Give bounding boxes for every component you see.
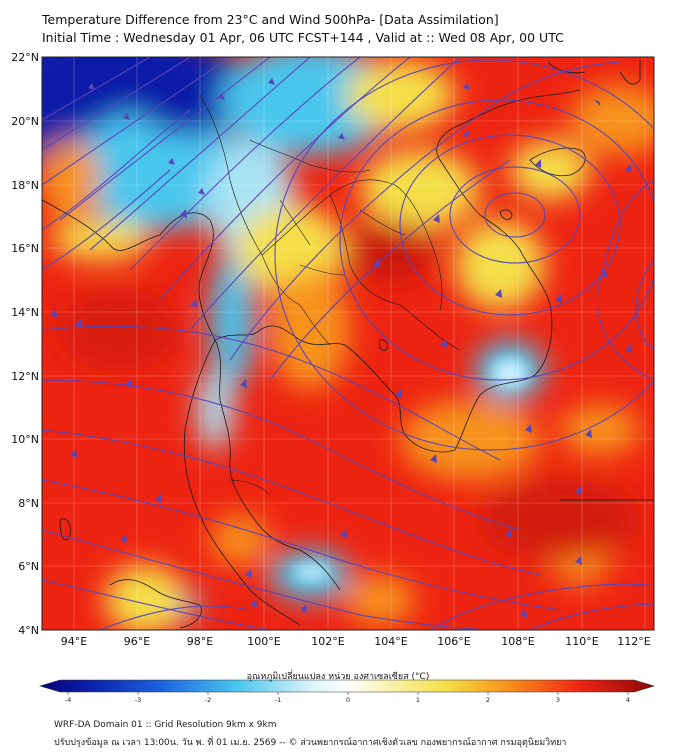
footer-credit: ปรับปรุงข้อมูล ณ เวลา 13:00น. วัน พ. ที่…: [54, 738, 567, 748]
coastlines: [42, 60, 654, 629]
lat-label: 4°N: [18, 624, 39, 637]
chart-title: Temperature Difference from 23°C and Win…: [42, 12, 499, 27]
map-frame: [41, 56, 655, 631]
lat-label: 16°N: [11, 242, 39, 255]
map-area: [42, 57, 654, 630]
colorbar-ticks: [67, 692, 629, 695]
graticule: [42, 57, 654, 630]
lat-label: 18°N: [11, 179, 39, 192]
lat-label: 14°N: [11, 306, 39, 319]
lon-label: 106°E: [437, 635, 470, 648]
lon-label: 96°E: [124, 635, 150, 648]
colorbar-tick-label: -1: [275, 696, 281, 704]
lat-label: 8°N: [18, 497, 39, 510]
lat-label: 10°N: [11, 433, 39, 446]
colorbar-tick-label: 1: [416, 696, 420, 704]
lat-label: 22°N: [11, 51, 39, 64]
footer-model-info: WRF-DA Domain 01 :: Grid Resolution 9km …: [54, 720, 277, 730]
temperature-field: [42, 57, 654, 630]
lon-label: 110°E: [565, 635, 598, 648]
colorbar-tick-labels: -4 -3 -2 -1 0 1 2 3 4: [65, 696, 630, 704]
colorbar-tick-label: -3: [135, 696, 141, 704]
lon-label: 98°E: [187, 635, 213, 648]
lat-label: 20°N: [11, 115, 39, 128]
lon-label: 108°E: [501, 635, 534, 648]
streamline-arrows: [50, 78, 632, 618]
colorbar-tick-label: -4: [65, 696, 71, 704]
lon-labels: 94°E 96°E 98°E 100°E 102°E 104°E 106°E 1…: [61, 635, 651, 648]
colorbar: -4 -3 -2 -1 0 1 2 3 4: [38, 679, 656, 704]
colorbar-tick-label: -2: [205, 696, 211, 704]
colorbar-label: อุณหภูมิเปลี่ยนแปลง หน่วย องศาเซลเซียส (…: [246, 672, 430, 682]
lon-label: 102°E: [311, 635, 344, 648]
colorbar-tick-label: 4: [626, 696, 630, 704]
country-borders: [199, 94, 461, 496]
lat-labels: 22°N 20°N 18°N 16°N 14°N 12°N 10°N 8°N 6…: [11, 51, 39, 637]
lat-label: 6°N: [18, 560, 39, 573]
colorbar-tick-label: 2: [486, 696, 490, 704]
colorbar-tick-label: 0: [346, 696, 350, 704]
chart-subtitle: Initial Time : Wednesday 01 Apr, 06 UTC …: [42, 30, 564, 45]
colorbar-tick-label: 3: [556, 696, 560, 704]
lon-label: 104°E: [374, 635, 407, 648]
lon-label: 94°E: [61, 635, 87, 648]
colorbar-bar: [38, 679, 656, 693]
lon-label: 112°E: [617, 635, 650, 648]
lat-label: 12°N: [11, 370, 39, 383]
lon-label: 100°E: [247, 635, 280, 648]
